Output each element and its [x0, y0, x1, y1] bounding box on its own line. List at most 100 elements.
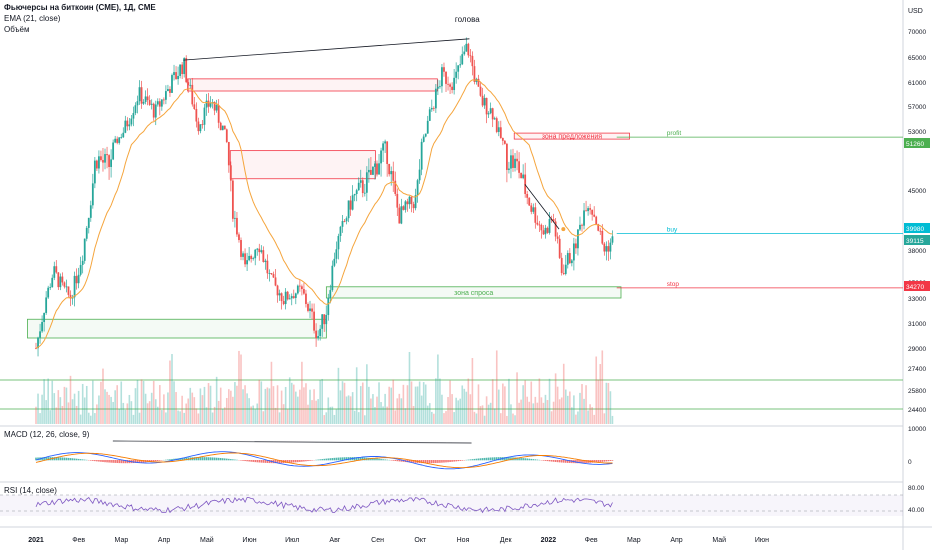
- macd-histogram-bar: [437, 460, 439, 463]
- currency-label[interactable]: USD: [908, 8, 923, 15]
- macd-histogram-bar: [398, 460, 401, 462]
- volume-bar: [79, 414, 82, 424]
- candle-body: [148, 100, 151, 105]
- candle-body: [528, 197, 531, 206]
- volume-bar: [357, 412, 360, 424]
- volume-bar: [85, 385, 88, 424]
- candle-body: [477, 78, 480, 87]
- volume-bar: [286, 409, 289, 424]
- candle-body: [376, 163, 378, 175]
- candle-body: [315, 330, 318, 339]
- candle-body: [402, 206, 405, 210]
- volume-bar: [49, 410, 52, 424]
- volume-bar: [368, 386, 370, 424]
- macd-histogram-bar: [491, 457, 494, 461]
- macd-histogram-bar: [274, 460, 277, 464]
- volume-legend[interactable]: Объём: [4, 25, 30, 34]
- macd-histogram-bar: [309, 460, 311, 461]
- candle-body: [256, 248, 259, 250]
- candle-body: [171, 75, 173, 93]
- price-tick-label: 29000: [908, 346, 926, 353]
- candle-body: [499, 127, 502, 138]
- candle-body: [325, 314, 328, 325]
- macd-histogram-bar: [75, 458, 78, 461]
- macd-histogram-bar: [341, 457, 344, 461]
- macd-histogram-bar: [384, 459, 386, 461]
- macd-histogram-bar: [63, 457, 66, 461]
- volume-bar: [112, 401, 114, 424]
- macd-histogram-bar: [353, 457, 356, 461]
- macd-histogram-bar: [230, 459, 232, 461]
- candle-body: [146, 96, 149, 101]
- macd-histogram-bar: [526, 458, 529, 461]
- volume-bar: [169, 360, 171, 424]
- macd-histogram-bar: [45, 457, 47, 461]
- candle-body: [378, 163, 380, 175]
- macd-histogram-bar: [542, 460, 545, 461]
- volume-bar: [272, 386, 275, 424]
- volume-histogram: [35, 350, 614, 424]
- macd-histogram-bar: [167, 459, 169, 461]
- candle-body: [106, 154, 108, 156]
- volume-bar: [120, 381, 123, 424]
- volume-bar: [142, 381, 145, 424]
- price-tick-label: 45000: [908, 188, 926, 195]
- time-tick-label: Июн: [755, 537, 769, 544]
- macd-histogram-bar: [110, 460, 112, 463]
- candle-body: [209, 102, 212, 107]
- candle-body: [595, 216, 598, 225]
- volume-bar: [321, 378, 323, 424]
- macd-histogram-bar: [339, 457, 342, 461]
- time-tick-label: Апр: [158, 537, 170, 544]
- candle-body: [564, 264, 567, 274]
- macd-histogram-bar: [311, 460, 313, 461]
- volume-bar: [207, 383, 210, 424]
- volume-bar: [317, 399, 319, 424]
- candle-body: [282, 301, 285, 305]
- volume-bar: [528, 401, 531, 424]
- candle-body: [489, 108, 492, 114]
- candle-body: [79, 264, 82, 275]
- price-tick-label: 33000: [908, 296, 926, 303]
- candle-body: [93, 160, 96, 184]
- volume-bar: [489, 402, 492, 424]
- macd-histogram-bar: [595, 460, 598, 463]
- macd-histogram-bar: [394, 460, 397, 461]
- candle-body: [41, 322, 43, 332]
- candle-body: [581, 224, 583, 226]
- macd-histogram-bar: [479, 458, 482, 461]
- macd-histogram-bar: [410, 460, 413, 463]
- volume-bar: [516, 372, 518, 424]
- volume-bar: [258, 379, 261, 424]
- candle-body: [152, 103, 155, 118]
- macd-legend[interactable]: MACD (12, 26, close, 9): [4, 430, 90, 439]
- volume-bar: [355, 367, 358, 424]
- macd-histogram-bar: [577, 460, 579, 464]
- candle-body: [394, 180, 397, 194]
- rsi-legend[interactable]: RSI (14, close): [4, 486, 57, 495]
- volume-bar: [447, 397, 449, 424]
- volume-bar: [431, 411, 433, 424]
- candle-body: [250, 255, 253, 259]
- ema-legend[interactable]: EMA (21, close): [4, 14, 61, 23]
- macd-histogram-bar: [305, 460, 307, 462]
- volume-bar: [335, 409, 338, 424]
- candle-body: [585, 210, 587, 212]
- macd-line: [35, 451, 613, 470]
- macd-histogram-bar: [471, 459, 474, 461]
- volume-bar: [290, 382, 293, 424]
- macd-histogram-bar: [59, 457, 62, 461]
- volume-bar: [506, 415, 508, 424]
- volume-bar: [232, 396, 234, 424]
- macd-histogram-bar: [315, 459, 317, 461]
- candle-body: [203, 107, 206, 125]
- candle-body: [355, 190, 358, 195]
- price-zone: [229, 150, 376, 180]
- volume-bar: [491, 379, 494, 424]
- macd-histogram-bar: [441, 460, 443, 463]
- symbol-title[interactable]: Фьючерсы на биткоин (CME), 1Д, CME: [4, 3, 156, 12]
- volume-bar: [583, 398, 585, 424]
- macd-histogram-bar: [335, 457, 338, 461]
- time-tick-label: Июн: [242, 537, 256, 544]
